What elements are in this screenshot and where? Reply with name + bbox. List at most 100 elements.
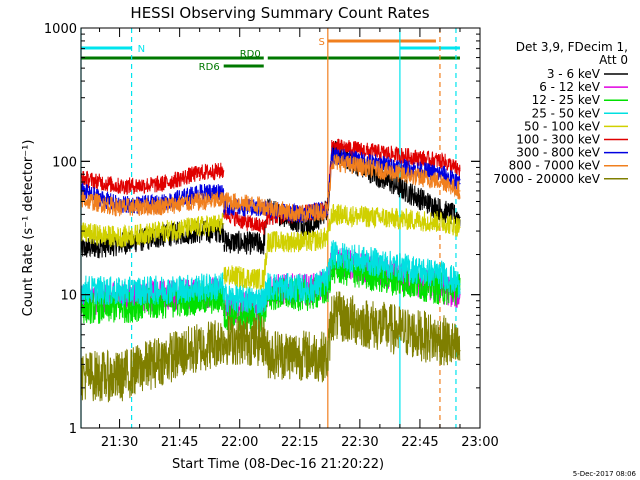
timestamp: 5-Dec-2017 08:06 [573,470,637,478]
legend-label-6: 300 - 800 keV [516,146,600,160]
series-4-point-8 [327,236,329,238]
series-7-point-1 [118,206,121,209]
series-1-point-11 [459,294,461,296]
series-6-point-12 [459,183,461,185]
series-6-point-10 [331,155,333,157]
series-0-point-7 [311,226,313,228]
legend-label-0: 3 - 6 keV [547,67,601,81]
series-5-point-1 [118,185,121,187]
series-8-point-3 [199,347,201,349]
flag-label-rd6: RD6 [199,62,220,73]
series-0-point-10 [443,210,445,213]
series-8-point-8 [327,356,329,358]
series-4-point-1 [118,236,121,238]
series-5-point-12 [443,160,445,162]
series-7-point-10 [459,190,461,192]
series-trace-7 [80,154,461,223]
series-4 [80,203,461,290]
y-axis: 1 10 100 1000 [44,22,480,437]
series-7-point-5 [263,205,265,207]
legend-label-5: 100 - 300 keV [516,133,600,147]
series-3-point-11 [459,283,461,285]
legend-label-3: 25 - 50 keV [532,106,601,120]
legend-label-1: 6 - 12 keV [539,80,601,94]
series-4-point-11 [459,226,461,228]
series-7 [80,154,461,223]
x-tick-label-5: 22:45 [401,435,438,450]
x-tick-label-6: 23:00 [461,435,498,450]
series-3-point-6 [267,285,269,288]
series-trace-3 [80,240,461,316]
x-axis-label: Start Time (08-Dec-16 21:20:22) [172,457,384,472]
legend-title-line-1: Det 3,9, FDecim 1, [516,40,628,54]
series-0-point-3 [223,230,225,232]
legend-label-4: 50 - 100 keV [524,119,601,133]
y-tick-label-3: 1000 [44,22,77,37]
y-tick-label-2: 100 [52,155,77,170]
y-axis-label: Count Rate (s⁻¹ detector⁻¹) [21,140,36,317]
series-8-point-6 [267,353,269,355]
series-4-point-3 [223,223,225,225]
series-5-point-11 [331,145,333,147]
series-layer [80,138,461,403]
series-7-point-7 [327,209,329,211]
series-2-point-5 [263,314,265,316]
series-4-point-5 [263,278,265,281]
series-3-point-2 [179,288,181,290]
series-5-point-2 [159,183,161,186]
legend-label-8: 7000 - 20000 keV [493,172,600,186]
series-5-point-13 [459,170,461,172]
x-tick-label-1: 21:45 [161,435,198,450]
series-2-point-1 [118,306,121,309]
series-6-point-4 [223,190,225,192]
series-4-point-6 [267,241,269,243]
series-7-point-4 [223,199,225,201]
x-tick-label-4: 22:30 [341,435,378,450]
series-8 [80,291,461,403]
series-3-point-10 [443,274,445,276]
series-8-point-5 [263,340,265,342]
flag-label-n: N [138,44,145,55]
legend-label-2: 12 - 25 keV [532,93,601,107]
series-2-point-4 [223,314,225,316]
series-7-point-8 [331,160,333,162]
x-tick-label-0: 21:30 [101,435,138,450]
series-7-point-3 [199,200,201,203]
series-8-point-11 [459,350,461,352]
series-3-point-9 [331,253,333,256]
series-0-point-11 [459,216,461,218]
series-5-point-7 [263,226,265,228]
series-4-point-4 [223,274,225,276]
series-7-point-9 [443,181,445,183]
series-3-point-4 [223,297,225,299]
series-6-point-11 [443,173,445,175]
series-7-point-6 [299,213,301,215]
series-4-point-7 [311,241,313,243]
flags-layer: N S RD0 RD6 [81,37,460,73]
series-trace-8 [80,291,461,403]
series-5-point-3 [199,172,201,174]
series-8-point-4 [223,339,225,341]
series-3-point-3 [223,285,225,288]
flag-label-s: S [318,37,324,48]
chart-title: HESSI Observing Summary Count Rates [130,4,429,22]
series-4-point-10 [443,221,445,223]
series-5-point-6 [239,219,241,222]
series-trace-4 [80,203,461,290]
series-5 [80,138,461,235]
series-0-point-4 [223,241,225,243]
series-0-point-5 [263,243,265,245]
x-tick-label-3: 22:15 [281,435,318,450]
series-4-point-9 [331,213,333,215]
y-tick-label-1: 10 [60,289,77,304]
series-3-point-5 [263,300,265,302]
series-8-point-7 [311,354,313,357]
legend-title-line-2: Att 0 [599,53,628,67]
series-5-point-8 [267,216,269,218]
x-axis: 21:30 21:45 22:00 22:15 22:30 22:45 23:00 [99,28,499,450]
series-3 [80,240,461,316]
plot-frame [80,27,481,429]
x-tick-label-2: 22:00 [221,435,258,450]
